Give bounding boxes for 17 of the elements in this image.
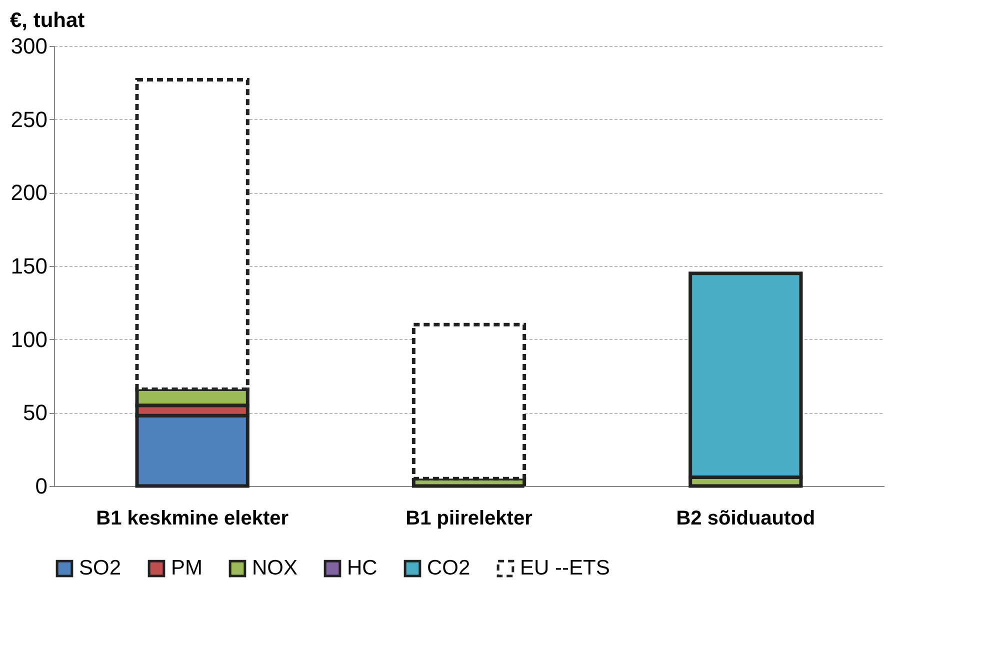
legend-label: PM	[171, 556, 202, 580]
legend-label: HC	[347, 556, 378, 580]
y-tick-label: 150	[10, 254, 48, 278]
x-tick-label: B1 keskmine elekter	[96, 508, 289, 530]
y-tick-label: 250	[10, 106, 48, 132]
legend-label: EU --ETS	[520, 556, 610, 580]
y-tick-label: 50	[23, 400, 48, 426]
legend-label: NOX	[252, 556, 298, 580]
y-tick-label: 0	[35, 474, 48, 498]
legend-label: SO2	[79, 556, 122, 580]
y-axis-title: €, tuhat	[10, 9, 85, 32]
x-tick-label: B1 piirelekter	[406, 508, 533, 530]
x-tick-label: B2 sõiduautod	[676, 508, 816, 530]
legend-label: CO2	[427, 556, 470, 580]
y-tick-label: 100	[10, 326, 48, 352]
y-tick-label: 300	[10, 34, 48, 58]
y-tick-label: 200	[10, 180, 48, 206]
